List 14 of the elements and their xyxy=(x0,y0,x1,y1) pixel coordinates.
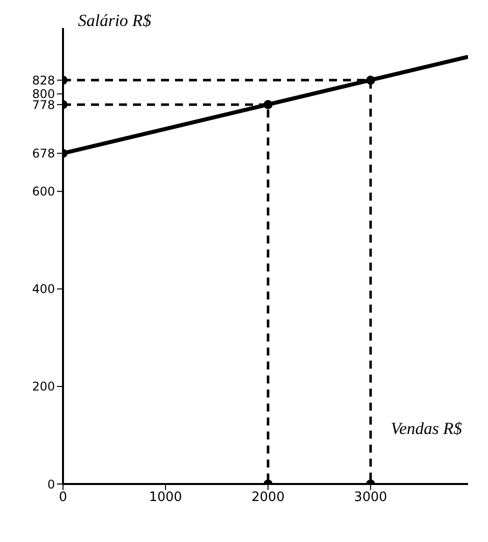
point xyxy=(366,76,376,85)
x-tick-label: 1000 xyxy=(148,490,182,506)
y-tick-label: 600 xyxy=(32,184,55,199)
y-tick-label: 200 xyxy=(32,380,55,394)
y-tick-label: 828 xyxy=(32,73,55,88)
x-tick-label: 3000 xyxy=(354,490,388,506)
x-axis-title: Vendas R$ xyxy=(390,419,462,438)
y-tick-label: 400 xyxy=(32,282,55,296)
point xyxy=(264,100,273,110)
y-tick-label: 678 xyxy=(32,146,55,161)
x-tick-label: 2000 xyxy=(252,490,285,506)
y-tick-label: 0 xyxy=(47,477,55,492)
x-tick-label: 0 xyxy=(58,490,68,506)
y-axis-title: Salário R$ xyxy=(78,11,152,30)
